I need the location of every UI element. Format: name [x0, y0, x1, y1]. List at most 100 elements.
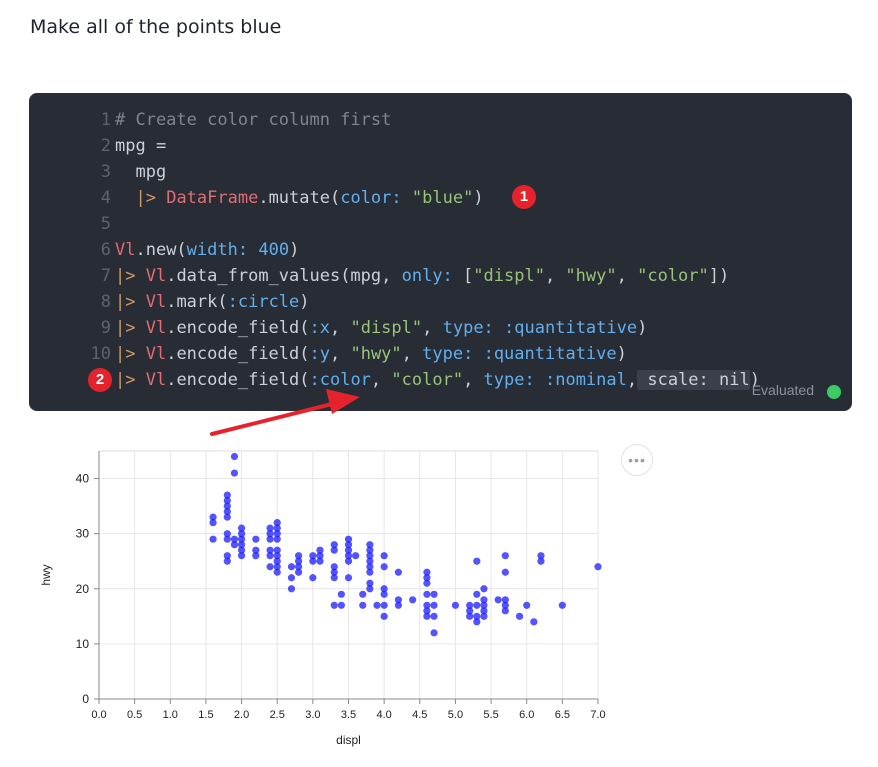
- data-point: [344, 546, 353, 554]
- x-tick-label: 4.5: [412, 709, 427, 721]
- data-point: [423, 607, 431, 615]
- data-point: [309, 574, 317, 582]
- code-line[interactable]: 6 Vl.new(width: 400): [29, 237, 852, 263]
- code-line[interactable]: 5: [29, 211, 852, 237]
- data-point: [515, 612, 524, 620]
- data-point: [466, 607, 474, 615]
- data-point: [295, 557, 303, 565]
- data-point: [223, 530, 231, 538]
- data-point: [423, 579, 431, 587]
- data-point: [295, 568, 303, 576]
- data-point: [344, 552, 353, 560]
- annotation-arrow-shaft: [210, 400, 342, 436]
- data-point: [223, 497, 231, 505]
- code-token: ): [749, 370, 760, 390]
- code-cell[interactable]: 1 # Create color column first 2 mpg = 3 mpg 4…: [29, 93, 852, 411]
- data-point: [594, 563, 602, 571]
- data-point: [295, 563, 303, 571]
- data-point: [237, 541, 246, 549]
- data-point: [480, 607, 488, 615]
- code-token: |>: [135, 188, 167, 208]
- data-point: [237, 524, 246, 532]
- code-token: ,: [370, 370, 392, 390]
- code-token: Vl: [145, 266, 167, 286]
- data-point: [423, 612, 431, 620]
- code-token: Vl: [115, 240, 136, 260]
- code-line[interactable]: 8 |> Vl.mark(:circle): [29, 289, 852, 315]
- data-point: [480, 612, 488, 620]
- code-line[interactable]: 7 |> Vl.data_from_values(mpg, only: ["dis…: [29, 263, 852, 289]
- data-point: [330, 568, 338, 576]
- data-point: [373, 601, 381, 609]
- data-point: [430, 601, 438, 609]
- code-text: |> Vl.mark(:circle): [115, 289, 310, 315]
- code-token: Vl: [145, 370, 167, 390]
- x-axis-label: displ: [336, 733, 361, 747]
- code-text: |> DataFrame.mutate(color: "blue"): [115, 185, 484, 211]
- data-point: [380, 590, 388, 598]
- code-token: ): [473, 188, 484, 208]
- data-point: [287, 574, 296, 582]
- data-point: [252, 535, 260, 543]
- code-line[interactable]: 2 mpg =: [29, 133, 852, 159]
- data-point: [344, 541, 353, 549]
- data-point: [273, 552, 281, 560]
- code-token: "blue": [411, 188, 474, 208]
- code-token: color:: [340, 188, 402, 208]
- code-token: ,: [401, 344, 423, 364]
- code-line[interactable]: 3 mpg: [29, 159, 852, 185]
- data-point: [473, 612, 481, 620]
- data-point: [287, 563, 296, 571]
- more-options-icon[interactable]: •••: [621, 444, 653, 476]
- code-token: |>: [115, 292, 146, 312]
- code-token: scale: nil: [637, 370, 750, 390]
- x-tick-label: 3.0: [305, 709, 320, 721]
- code-token: :color: [309, 370, 371, 390]
- code-token: :nominal: [544, 370, 627, 390]
- data-point: [209, 513, 217, 521]
- data-point: [230, 469, 239, 477]
- code-text: Vl.new(width: 400): [115, 237, 299, 263]
- code-line[interactable]: 4 |> DataFrame.mutate(color: "blue"): [29, 185, 852, 211]
- x-tick-label: 2.0: [234, 709, 249, 721]
- data-point: [394, 601, 402, 609]
- code-line[interactable]: 10 |> Vl.encode_field(:y, "hwy", type: :q…: [29, 341, 852, 367]
- data-point: [330, 541, 338, 549]
- code-text: mpg: [115, 159, 166, 185]
- evaluation-status: Evaluated: [751, 382, 814, 398]
- data-point: [295, 552, 303, 560]
- annotation-arrow-head: [326, 389, 360, 414]
- code-line[interactable]: 1 # Create color column first: [29, 107, 852, 133]
- line-number: 6: [100, 240, 111, 260]
- y-tick-label: 40: [76, 472, 90, 486]
- line-number: 3: [100, 162, 111, 182]
- code-token: :x: [309, 318, 330, 338]
- code-token: "color": [637, 266, 709, 286]
- data-point: [466, 601, 474, 609]
- data-point: [537, 557, 545, 565]
- data-point: [316, 546, 324, 554]
- data-point: [366, 585, 374, 593]
- data-point: [423, 574, 431, 582]
- annotation-badge-2: 2: [88, 368, 112, 392]
- code-token: ]): [708, 266, 730, 286]
- data-point: [380, 601, 388, 609]
- code-token: ): [616, 344, 627, 364]
- data-point: [209, 535, 217, 543]
- code-token: ,: [422, 318, 443, 338]
- data-point: [366, 557, 374, 565]
- data-point: [330, 546, 338, 554]
- data-point: [273, 568, 281, 576]
- code-token: ,: [544, 266, 566, 286]
- data-point: [230, 452, 239, 461]
- data-point: [380, 552, 388, 560]
- data-point: [273, 546, 281, 554]
- data-point: [423, 568, 431, 576]
- data-point: [309, 557, 317, 565]
- data-point: [359, 590, 367, 598]
- code-token: "hwy": [565, 266, 617, 286]
- code-line[interactable]: 9 |> Vl.encode_field(:x, "displ", type: :…: [29, 315, 852, 341]
- y-tick-label: 10: [76, 637, 90, 651]
